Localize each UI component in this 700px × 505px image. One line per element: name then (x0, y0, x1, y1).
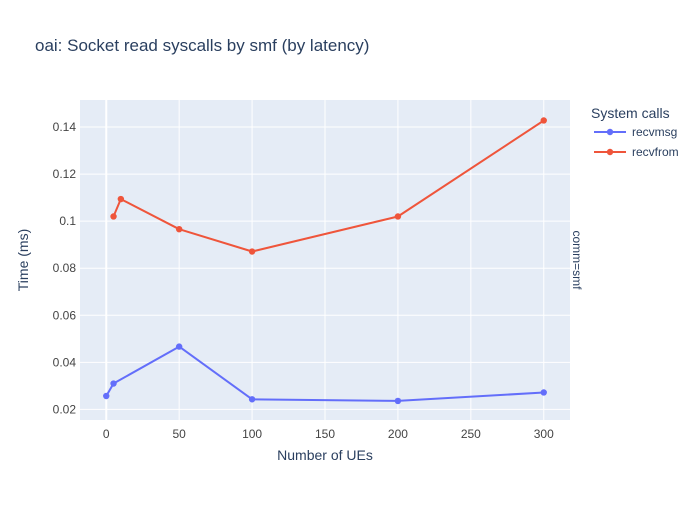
x-tick-label: 250 (461, 427, 481, 441)
y-axis-title: Time (ms) (15, 229, 31, 291)
x-tick-label: 0 (103, 427, 110, 441)
legend: System calls recvmsg recvfrom (591, 105, 679, 159)
legend-label: recvfrom (632, 145, 679, 159)
x-axis-ticks: 0 50 100 150 200 250 300 (103, 427, 554, 441)
data-point (248, 248, 256, 255)
data-point (117, 195, 125, 203)
y-axis-ticks: 0.02 0.04 0.06 0.08 0.1 0.12 0.14 (53, 120, 77, 416)
y-tick-label: 0.1 (59, 214, 76, 228)
data-point (540, 389, 547, 396)
legend-item: recvfrom (594, 145, 679, 159)
y-tick-label: 0.08 (53, 261, 77, 275)
legend-item: recvmsg (594, 125, 677, 139)
data-point (175, 343, 183, 350)
data-point (248, 396, 256, 403)
x-tick-label: 200 (388, 427, 408, 441)
series-recvfrom (110, 117, 547, 255)
series-recvmsg (103, 343, 547, 405)
data-point (394, 397, 402, 405)
series-layer (103, 117, 547, 405)
chart-title: oai: Socket read syscalls by smf (by lat… (35, 36, 369, 55)
data-point (110, 213, 117, 220)
x-tick-label: 150 (315, 427, 335, 441)
legend-swatch-marker (606, 148, 614, 156)
data-point (103, 392, 110, 400)
y-tick-label: 0.14 (53, 120, 77, 134)
data-point (394, 213, 402, 220)
x-tick-label: 50 (172, 427, 186, 441)
legend-swatch-marker (606, 128, 614, 136)
legend-title: System calls (591, 105, 670, 121)
x-tick-label: 100 (242, 427, 262, 441)
y-tick-label: 0.02 (53, 402, 77, 416)
data-point (540, 117, 547, 124)
y-tick-label: 0.06 (53, 308, 77, 322)
grid-lines (80, 100, 570, 420)
x-axis-title: Number of UEs (277, 447, 373, 463)
facet-label: comm=smf (570, 230, 584, 290)
legend-items: recvmsg recvfrom (594, 125, 679, 159)
data-point (175, 225, 183, 233)
legend-label: recvmsg (632, 125, 677, 139)
y-tick-label: 0.12 (53, 167, 77, 181)
x-tick-label: 300 (534, 427, 554, 441)
y-tick-label: 0.04 (53, 355, 77, 369)
data-point (110, 380, 117, 387)
